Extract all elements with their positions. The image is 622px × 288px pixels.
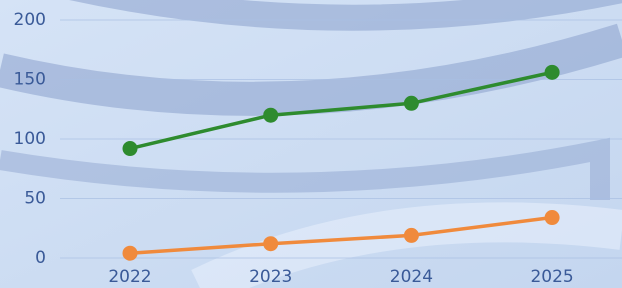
y-tick-label: 0 — [35, 248, 46, 268]
y-tick-label: 200 — [14, 10, 46, 30]
point — [545, 65, 560, 80]
x-tick-label: 2022 — [108, 267, 151, 287]
point — [545, 210, 560, 225]
x-tick-label: 2025 — [530, 267, 573, 287]
x-tick-label: 2024 — [390, 267, 433, 287]
chart: 0 50 100 150 200 2022 2023 2024 2025 — [0, 0, 622, 288]
y-tick-label: 150 — [14, 70, 46, 90]
y-tick-label: 50 — [24, 189, 46, 209]
point — [404, 96, 419, 111]
point — [123, 246, 138, 261]
point — [123, 141, 138, 156]
point — [263, 108, 278, 123]
x-tick-label: 2023 — [249, 267, 292, 287]
point — [404, 228, 419, 243]
point — [263, 236, 278, 251]
y-tick-label: 100 — [14, 129, 46, 149]
